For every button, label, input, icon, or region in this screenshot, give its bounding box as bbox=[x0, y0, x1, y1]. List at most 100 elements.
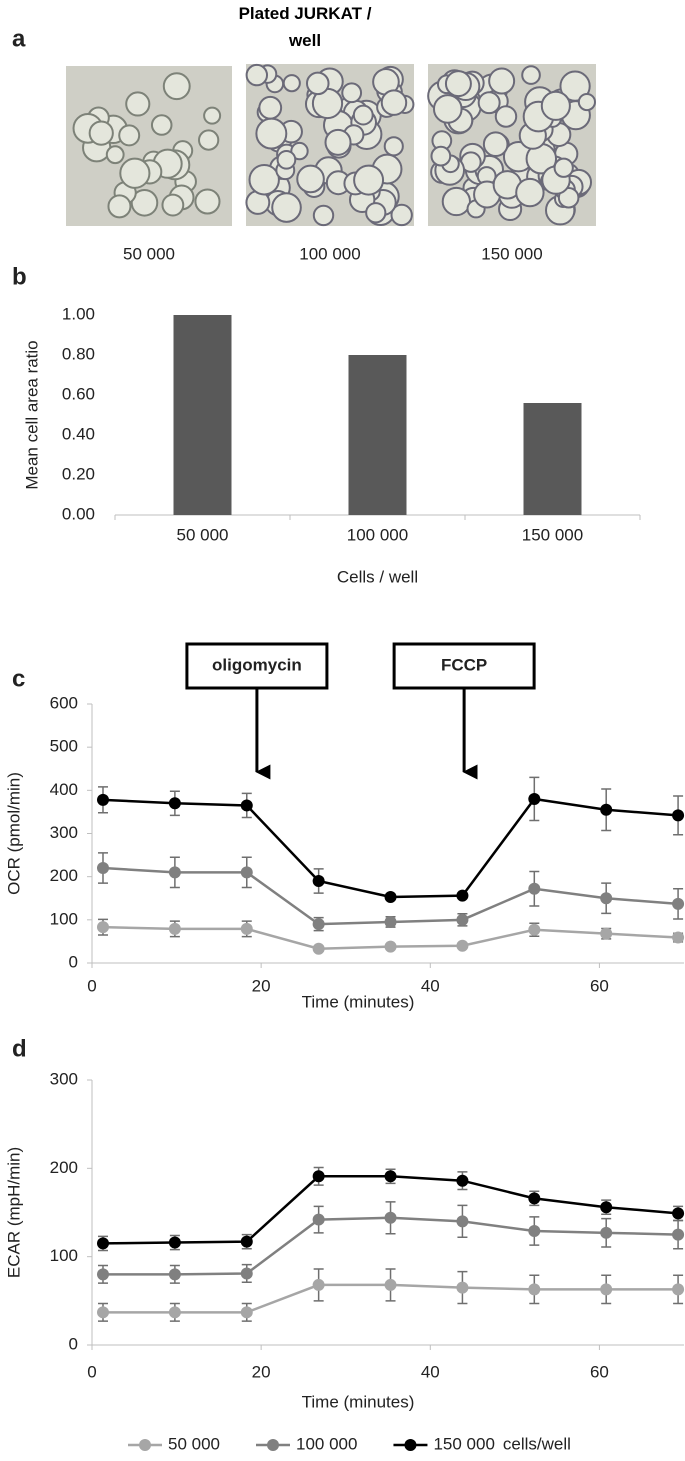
panel-label: a bbox=[12, 25, 26, 52]
point bbox=[672, 931, 685, 944]
cell bbox=[276, 149, 297, 170]
point bbox=[456, 939, 469, 952]
point bbox=[672, 1228, 685, 1241]
panel-a-title-box: Plated JURKAT / well bbox=[238, 4, 372, 50]
legend-label: 150 000 bbox=[433, 1434, 494, 1453]
panel-a-title: Plated JURKAT / well bbox=[238, 4, 372, 50]
panel-label: d bbox=[12, 1035, 27, 1062]
x-axis-title: Time (minutes) bbox=[302, 1392, 415, 1411]
x-tick-label: 40 bbox=[421, 976, 440, 995]
point bbox=[168, 866, 181, 879]
cell bbox=[557, 186, 580, 209]
cell bbox=[577, 92, 596, 112]
legend-label: 50 000 bbox=[168, 1434, 220, 1453]
y-axis-title: ECAR (mpH/min) bbox=[4, 1147, 23, 1278]
cell bbox=[482, 131, 509, 158]
image-caption: 50 000 bbox=[123, 244, 175, 263]
cell bbox=[521, 65, 541, 85]
point bbox=[528, 1225, 541, 1238]
point bbox=[528, 1283, 541, 1296]
point bbox=[672, 1283, 685, 1296]
y-axis-title: OCR (pmol/min) bbox=[4, 772, 23, 895]
cell bbox=[390, 203, 413, 227]
x-tick-label: 150 000 bbox=[522, 525, 583, 544]
point bbox=[96, 1268, 109, 1281]
point bbox=[240, 1306, 253, 1319]
point bbox=[312, 942, 325, 955]
cell bbox=[352, 104, 374, 126]
cell bbox=[245, 63, 269, 87]
cell bbox=[432, 94, 463, 124]
annotation: FCCP bbox=[441, 655, 487, 674]
point bbox=[384, 1211, 397, 1224]
point bbox=[96, 1237, 109, 1250]
point bbox=[312, 1170, 325, 1183]
cell bbox=[105, 145, 125, 165]
bar bbox=[348, 355, 407, 515]
x-tick-label: 20 bbox=[252, 976, 271, 995]
cell bbox=[290, 141, 309, 161]
point bbox=[672, 1207, 685, 1220]
cell bbox=[441, 186, 471, 217]
cell bbox=[380, 89, 408, 116]
y-tick-label: 300 bbox=[50, 823, 78, 842]
point bbox=[96, 1306, 109, 1319]
point bbox=[240, 1235, 253, 1248]
cell bbox=[271, 192, 302, 223]
x-tick-label: 20 bbox=[252, 1362, 271, 1381]
point bbox=[168, 1236, 181, 1249]
point bbox=[672, 897, 685, 910]
point bbox=[240, 922, 253, 935]
x-tick-label: 50 000 bbox=[177, 525, 229, 544]
cell bbox=[125, 91, 151, 117]
point bbox=[96, 793, 109, 806]
point bbox=[312, 874, 325, 887]
point bbox=[384, 915, 397, 928]
point bbox=[312, 918, 325, 931]
cell bbox=[324, 128, 352, 156]
point bbox=[528, 923, 541, 936]
point bbox=[384, 890, 397, 903]
point bbox=[528, 1192, 541, 1205]
x-axis-title: Cells / well bbox=[337, 567, 418, 586]
point bbox=[96, 862, 109, 875]
point bbox=[96, 921, 109, 934]
point bbox=[168, 1306, 181, 1319]
image-caption: 150 000 bbox=[481, 244, 542, 263]
point bbox=[672, 809, 685, 822]
point bbox=[600, 1201, 613, 1214]
cell bbox=[494, 105, 518, 128]
x-tick-label: 40 bbox=[421, 1362, 440, 1381]
cell bbox=[258, 95, 283, 120]
cell bbox=[198, 129, 220, 151]
point bbox=[600, 892, 613, 905]
y-tick-label: 100 bbox=[50, 909, 78, 928]
cell bbox=[255, 117, 288, 150]
legend-title: cells/well bbox=[503, 1434, 571, 1453]
cell bbox=[312, 204, 335, 227]
legend-marker bbox=[404, 1439, 417, 1451]
point bbox=[528, 882, 541, 895]
panel-label: c bbox=[12, 665, 25, 692]
point bbox=[456, 1281, 469, 1294]
point bbox=[384, 1170, 397, 1183]
cell bbox=[203, 106, 222, 125]
y-tick-label: 0 bbox=[69, 1334, 78, 1353]
cell bbox=[444, 70, 472, 98]
y-tick-label: 100 bbox=[50, 1246, 78, 1265]
y-tick-label: 0.80 bbox=[62, 344, 95, 363]
y-tick-label: 1.00 bbox=[62, 304, 95, 323]
y-tick-label: 0.00 bbox=[62, 504, 95, 523]
point bbox=[240, 1267, 253, 1280]
bar bbox=[523, 403, 582, 515]
bar bbox=[173, 315, 232, 515]
y-tick-label: 300 bbox=[50, 1069, 78, 1088]
cell bbox=[88, 120, 114, 146]
x-tick-label: 100 000 bbox=[347, 525, 408, 544]
x-tick-label: 0 bbox=[87, 1362, 96, 1381]
point bbox=[456, 1215, 469, 1228]
point bbox=[528, 792, 541, 805]
y-tick-label: 0 bbox=[69, 952, 78, 971]
panel-label: b bbox=[12, 263, 27, 290]
